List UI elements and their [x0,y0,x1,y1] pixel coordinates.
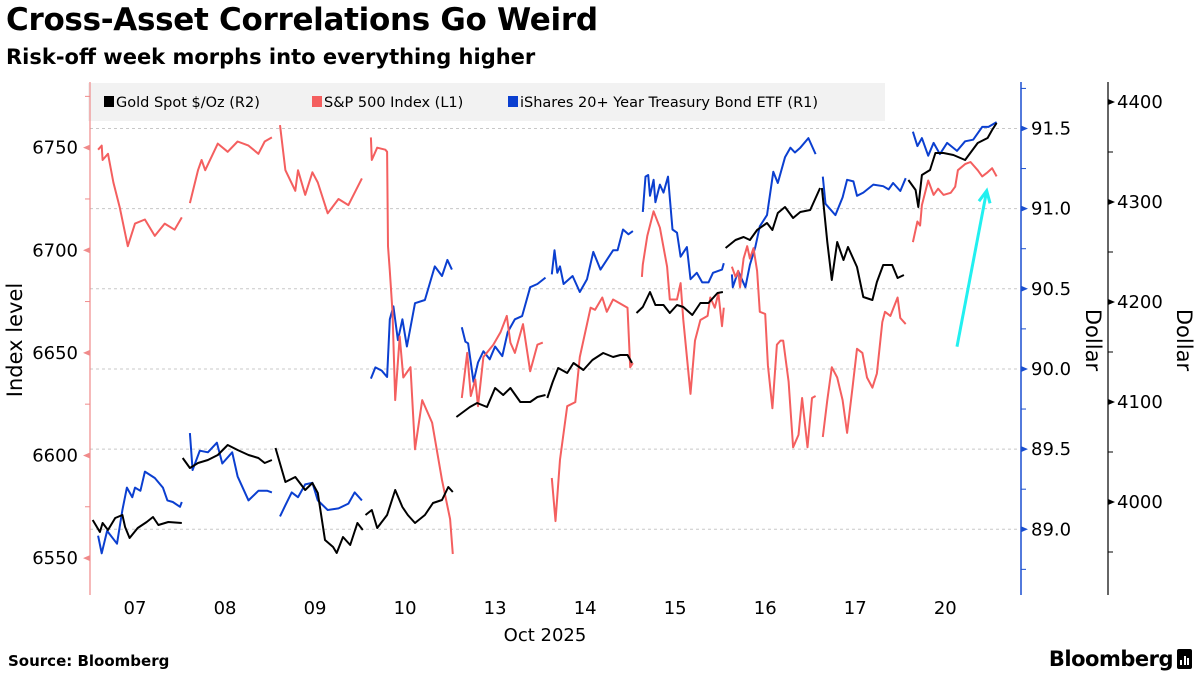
series-line-segment [369,258,453,379]
series-line-segment [364,486,454,529]
right-axis-2-tick-label: 4200 [1117,292,1163,313]
right-axis-2-tick-label: 4400 [1117,92,1163,113]
left-axis-tick [83,349,90,356]
left-axis-tick-label: 6550 [32,548,78,569]
series-line-segment [188,433,273,502]
series-line-segment [724,187,822,249]
series-line-segment [550,228,634,293]
right-axis-2-tick [1108,399,1115,405]
right-axis-1-tick-label: 91.0 [1031,199,1071,220]
bloomberg-chart-icon [1177,649,1192,669]
right-axis-2-tick-label: 4000 [1117,492,1163,513]
arrow-shaft [955,190,989,347]
right-axis-2-title: Dollar [1172,309,1196,372]
series-tlt [97,121,998,555]
x-axis-tick-label: 16 [754,598,777,619]
right-axis-1-tick [1021,526,1028,533]
series-line-segment [821,176,907,217]
x-axis-tick-label: 13 [484,598,507,619]
legend-swatch [312,96,322,107]
series-line-segment [730,245,817,449]
series-gold [91,122,998,554]
x-axis-tick-label: 07 [124,598,147,619]
series-line-segment [460,314,544,408]
legend-label: iShares 20+ Year Treasury Bond ETF (R1) [520,95,818,111]
right-axis-1-tick [1021,446,1028,453]
series-line-segment [640,210,725,395]
legend: Gold Spot $/Oz (R2) S&P 500 Index (L1) iSh… [88,83,885,121]
series-line-segment [546,352,633,399]
annotation-arrow [955,187,992,347]
legend-label: S&P 500 Index (L1) [324,95,463,111]
right-axis-1-tick-label: 89.0 [1031,519,1071,540]
x-axis-tick-label: 17 [844,598,867,619]
x-axis-tick-label: 20 [934,598,957,619]
right-axis-2-tick [1108,299,1115,305]
right-axis-1-title: Dollar [1081,309,1105,372]
right-axis-1-tick-label: 90.5 [1031,279,1071,300]
chart-subtitle: Risk-off week morphs into everything hig… [6,45,536,69]
left-axis-tick [83,247,90,254]
right-axis-2-tick [1108,499,1115,505]
series-line-segment [911,161,998,243]
series-line-segment [279,481,363,517]
right-axis-1-tick [1021,205,1028,212]
right-axis-1-tick [1021,285,1028,292]
legend-background [88,83,885,121]
right-axis-1-tick-label: 91.5 [1031,118,1071,139]
series-line-segment [369,137,454,555]
right-axis-2-tick-label: 4300 [1117,192,1163,213]
series-line-segment [274,447,364,554]
left-axis-tick-label: 6700 [32,240,78,261]
right-axis-1-tick [1021,125,1028,132]
series-line-segment [820,187,905,301]
bloomberg-logo: Bloomberg [1049,647,1192,671]
legend-swatch [508,96,518,107]
series-line-segment [279,124,363,215]
logo-text: Bloomberg [1048,647,1174,671]
arrow-head [977,187,992,204]
series-line-segment [97,144,183,248]
right-axis-1-tick [1021,365,1028,372]
chart-title: Cross-Asset Correlations Go Weird [6,2,598,38]
series-line-segment [91,514,182,539]
right-axis-2-tick [1108,99,1115,105]
right-axis-1-tick-label: 90.0 [1031,359,1071,380]
left-axis-title: Index level [3,283,27,397]
left-axis-tick [83,452,90,459]
series-line-segment [550,296,634,523]
left-axis-tick [83,144,90,151]
series-line-segment [730,137,817,289]
left-axis-tick [83,555,90,562]
source-note: Source: Bloomberg [8,652,170,670]
series-line-segment [821,296,907,438]
series-line-segment [641,174,725,284]
x-axis-tick-label: 15 [664,598,687,619]
right-axis-1-tick-label: 89.5 [1031,439,1071,460]
left-axis-tick-label: 6750 [32,138,78,159]
series-sp500 [97,124,998,555]
series-line-segment [181,444,273,469]
x-axis-tick-label: 09 [304,598,327,619]
left-axis-tick-label: 6650 [32,343,78,364]
series-line-segment [455,387,546,418]
right-axis-2-tick [1108,199,1115,205]
left-axis-tick-label: 6600 [32,445,78,466]
right-axis-2-tick-label: 4100 [1117,392,1163,413]
x-axis-tick-label: 08 [214,598,237,619]
legend-label: Gold Spot $/Oz (R2) [116,95,260,111]
x-axis-tick-label: 10 [394,598,417,619]
x-axis-tick-label: 14 [574,598,597,619]
series-line-segment [188,136,273,204]
series-line-segment [907,122,998,208]
series-line-segment [460,276,547,383]
series-line-segment [97,470,183,555]
x-axis-title: Oct 2025 [504,625,587,646]
legend-swatch [104,96,114,107]
series-line-segment [911,121,998,157]
series-line-segment [635,291,724,316]
